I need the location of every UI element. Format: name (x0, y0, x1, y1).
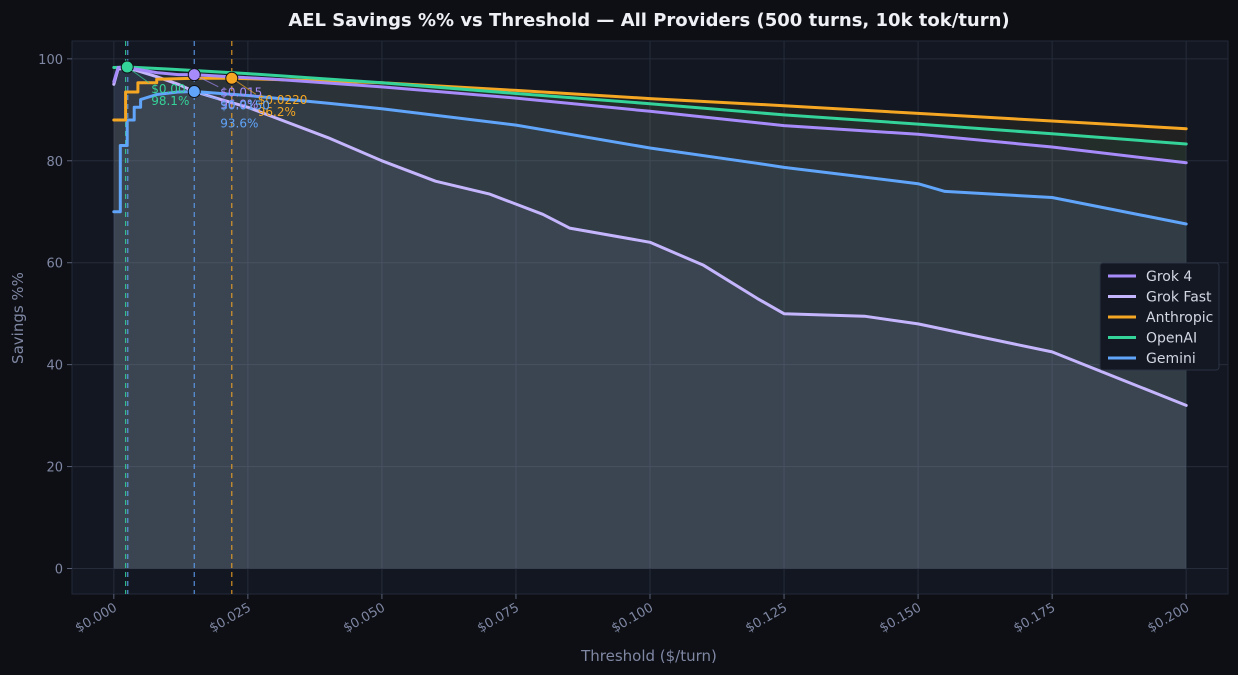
grok-4-area (113, 67, 1187, 569)
y-tick-label: 60 (46, 257, 63, 272)
y-tick-label: 40 (46, 359, 63, 374)
y-axis-ticks: 0 20 40 60 80 100 (38, 53, 72, 578)
gemini-annotation-pct: 93.6% (220, 116, 258, 130)
y-axis-label: Savings %% (9, 272, 27, 364)
grok-fast-area (113, 68, 1187, 569)
anthropic-line (112, 76, 1188, 131)
y-tick-label: 80 (46, 155, 63, 170)
anthropic-annotation-cost: $0.0220 (258, 93, 308, 107)
gemini-annotation-cost: $0.0150 (220, 98, 270, 112)
legend-label-anthropic: Anthropic (1146, 310, 1213, 326)
area-fills (113, 67, 1187, 569)
anthropic-area (113, 78, 1187, 569)
gemini-annotation-arrow (194, 90, 219, 100)
legend-label-gemini: Gemini (1146, 351, 1196, 367)
openai-annotation-cost: $0.00 (151, 82, 185, 96)
grok-4-annotation-arrow (194, 74, 219, 88)
x-axis-label: Threshold ($/turn) (580, 647, 717, 665)
y-tick-label: 20 (46, 461, 63, 476)
gemini-area (113, 91, 1187, 569)
anthropic-annotation-arrow (231, 77, 257, 95)
openai-annotation-pct: 98.1% (151, 94, 189, 108)
y-tick-label: 100 (38, 53, 63, 68)
grok-fast-line (112, 67, 1188, 407)
legend-label-openai: OpenAI (1146, 331, 1197, 347)
chart-title: AEL Savings %% vs Threshold — All Provid… (288, 10, 1009, 31)
legend: Grok 4 Grok Fast Anthropic OpenAI Gemini (1099, 262, 1220, 371)
grok-4-annotation-cost: $0.015 (220, 86, 262, 100)
legend-label-grok-fast: Grok Fast (1146, 290, 1212, 306)
openai-annotation-arrow (126, 66, 150, 84)
openai-area (113, 67, 1187, 569)
legend-label-grok-4: Grok 4 (1146, 269, 1192, 285)
grok-4-annotation-pct: 96.9% (220, 98, 258, 112)
anthropic-annotation-pct: 96.2% (258, 105, 296, 119)
legend-box (1099, 262, 1220, 371)
openai-line (112, 65, 1188, 146)
y-tick-label: 0 (55, 563, 63, 578)
